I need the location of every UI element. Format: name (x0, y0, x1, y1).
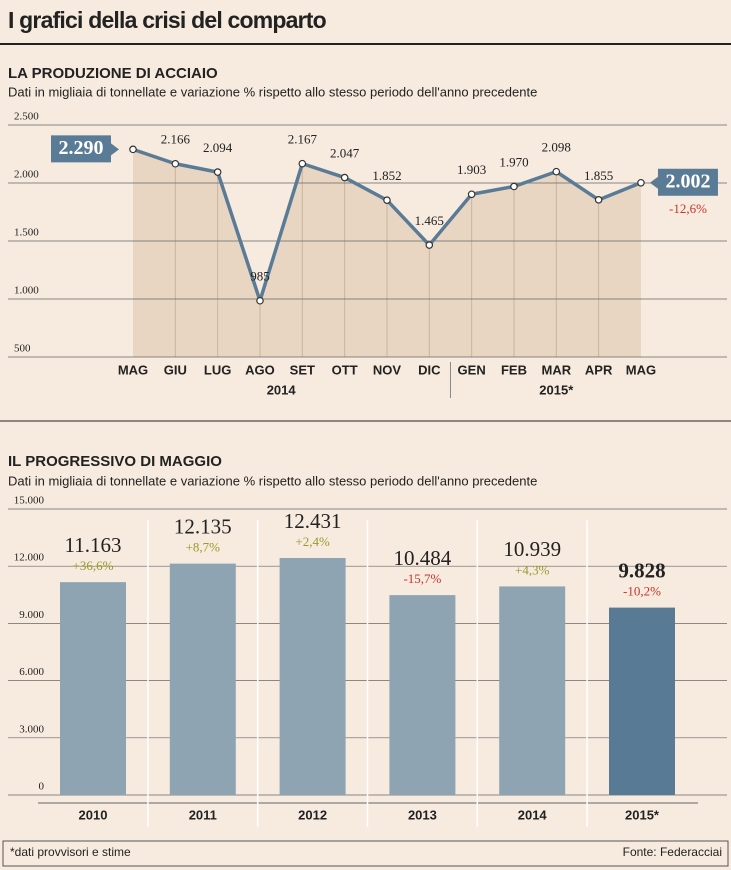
point (129, 145, 137, 154)
value-label: 2.002 (665, 170, 710, 192)
bar (389, 595, 456, 795)
bar (279, 557, 346, 795)
value-label: 1.855 (584, 168, 613, 183)
y-tick-label: 500 (14, 343, 31, 355)
chart-title: LA PRODUZIONE DI ACCIAIO (8, 65, 218, 82)
value-label: 1.903 (457, 162, 486, 177)
y-tick-label: 15.000 (14, 495, 45, 507)
y-tick-label: 0 (39, 781, 45, 793)
point (467, 190, 476, 199)
value-label: 2.047 (330, 146, 360, 161)
value-label: 9.828 (618, 558, 665, 582)
y-tick-label: 12.000 (14, 552, 45, 564)
y-tick-label: 1.500 (14, 227, 39, 239)
footer-source: Fonte: Federacciai (623, 845, 722, 859)
y-tick-label: 2.000 (14, 169, 39, 181)
point (340, 173, 349, 182)
year-label: 2015* (539, 382, 574, 397)
value-box-pointer (111, 143, 119, 156)
point (171, 159, 180, 168)
value-box-pointer (649, 176, 658, 189)
x-tick-label: MAR (541, 362, 571, 377)
x-tick-label: OTT (332, 362, 358, 377)
point (637, 178, 645, 187)
change-label: +4,3% (515, 562, 550, 577)
x-tick-label: 2013 (408, 807, 437, 822)
point (552, 167, 561, 176)
value-label: 11.163 (65, 533, 122, 557)
page-title: I grafici della crisi del comparto (8, 7, 327, 33)
value-label: 12.431 (284, 509, 342, 533)
x-tick-label: DIC (418, 362, 441, 377)
y-tick-label: 9.000 (19, 609, 44, 621)
bar (169, 563, 236, 795)
point (594, 196, 603, 204)
bar (609, 607, 675, 795)
chart-title: IL PROGRESSIVO DI MAGGIO (8, 453, 222, 470)
x-tick-label: AGO (245, 362, 275, 377)
x-tick-label: APR (585, 362, 613, 377)
change-label: -15,7% (403, 571, 441, 586)
point (383, 196, 391, 204)
year-label: 2014 (267, 382, 297, 397)
x-tick-label: LUG (204, 362, 231, 377)
x-tick-label: MAG (118, 362, 148, 377)
bar (60, 582, 126, 795)
value-label: 1.970 (499, 154, 528, 169)
value-label: 1.852 (372, 168, 401, 183)
change-label: +36,6% (73, 558, 114, 573)
value-box (657, 168, 718, 196)
footer-note: *dati provvisori e stime (10, 845, 131, 859)
bar (499, 586, 566, 795)
x-tick-label: 2010 (79, 807, 108, 822)
point (425, 241, 434, 249)
x-tick-label: 2011 (189, 807, 217, 822)
point (256, 296, 264, 305)
x-tick-label: 2012 (298, 807, 327, 822)
point (213, 168, 222, 176)
change-label: +2,4% (295, 534, 330, 549)
x-tick-label: GIU (164, 362, 187, 377)
x-tick-label: FEB (501, 362, 527, 377)
y-tick-label: 6.000 (19, 666, 44, 678)
value-label: 985 (250, 269, 270, 284)
x-tick-label: 2015* (625, 807, 660, 822)
annotation: -12,6% (669, 201, 707, 216)
point (510, 182, 518, 191)
value-label: 10.939 (503, 537, 561, 561)
value-label: 12.135 (174, 514, 232, 538)
x-tick-label: NOV (373, 362, 402, 377)
change-label: +8,7% (186, 540, 221, 555)
value-label: 2.094 (203, 140, 233, 155)
value-label: 2.098 (542, 140, 571, 155)
value-label: 2.290 (59, 137, 104, 159)
value-label: 1.465 (415, 213, 444, 228)
x-tick-label: MAG (626, 362, 656, 377)
y-tick-label: 1.000 (14, 285, 39, 297)
footer-box (2, 840, 729, 867)
value-label: 10.484 (394, 546, 452, 570)
x-tick-label: 2014 (518, 807, 548, 822)
point (298, 159, 307, 168)
y-tick-label: 2.500 (14, 111, 39, 123)
y-tick-label: 3.000 (19, 723, 44, 735)
chart-subtitle: Dati in migliaia di tonnellate e variazi… (8, 84, 537, 99)
change-label: -10,2% (623, 584, 661, 599)
x-tick-label: GEN (458, 362, 486, 377)
value-label: 2.166 (161, 132, 191, 147)
chart-subtitle: Dati in migliaia di tonnellate e variazi… (8, 473, 537, 488)
value-label: 2.167 (288, 132, 318, 147)
value-box (51, 135, 111, 163)
x-tick-label: SET (290, 362, 315, 377)
